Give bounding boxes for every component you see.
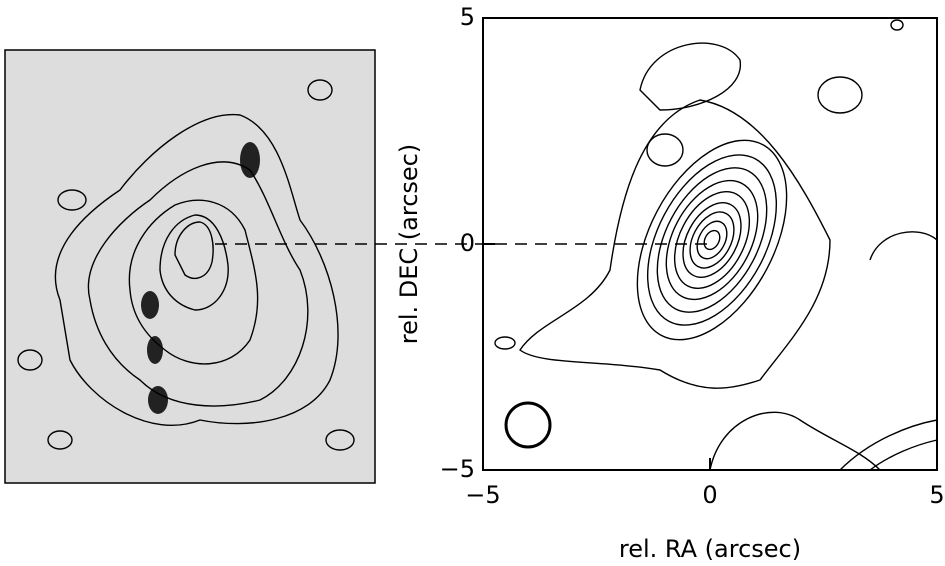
y-tick-label: −5 [440, 455, 475, 483]
image-frame [4, 49, 376, 484]
left-panel [4, 49, 376, 484]
x-axis-label: rel. RA (arcsec) [619, 535, 801, 563]
y-tick-label: 5 [460, 3, 475, 31]
x-tick-label: 5 [929, 481, 944, 509]
left-contours [17, 79, 355, 451]
right-contours [494, 19, 938, 471]
y-tick-label: 0 [460, 229, 475, 257]
x-tick-label: 0 [702, 481, 717, 509]
y-axis-label: rel. DEC (arcsec) [395, 144, 423, 345]
dark-blobs [141, 142, 260, 414]
x-tick-label: −5 [465, 481, 500, 509]
